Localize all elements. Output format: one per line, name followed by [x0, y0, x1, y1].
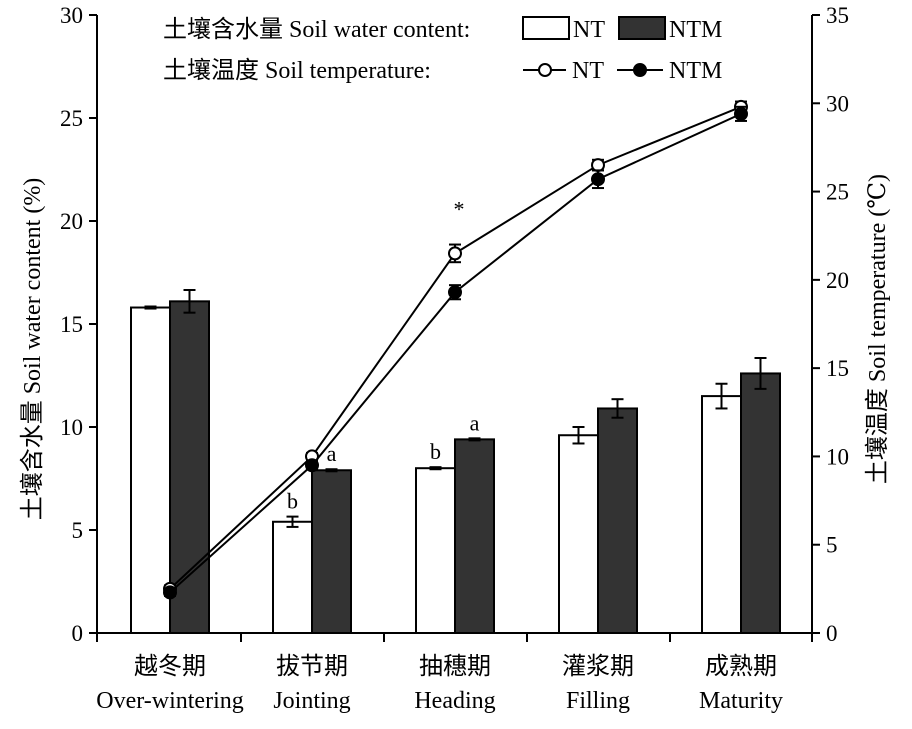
labels-layer: b b a a *	[287, 197, 480, 514]
bar-nt-2	[415, 467, 456, 635]
category-label-en-1: Jointing	[273, 688, 350, 714]
temp-point-nt-2	[448, 246, 462, 261]
category-label-zh-2: 抽穗期	[419, 653, 491, 680]
right-tick-label-0: 0	[826, 621, 838, 646]
legend-line-label-nt: NT	[572, 58, 604, 84]
significance-asterisk-0: *	[454, 197, 465, 222]
bar-nt-4	[701, 395, 742, 634]
legend-swatch-ntm	[618, 16, 666, 40]
significance-label-ntm-2: a	[470, 410, 480, 435]
category-label-en-2: Heading	[414, 688, 495, 714]
bar-ntm-3	[597, 407, 638, 634]
bar-nt-3	[558, 434, 599, 634]
legend-bar-label-nt: NT	[573, 17, 605, 43]
category-label-zh-0: 越冬期	[134, 653, 206, 680]
temp-point-ntm-3	[591, 172, 605, 187]
axes-layer: 0 5 10 15 20 25 30 0 5 10 15 20 25 30 35 越冬期 Over-winter…	[19, 3, 891, 714]
temp-point-ntm-0	[163, 585, 177, 600]
legend-bar-label-ntm: NTM	[669, 17, 722, 43]
right-tick-label-7: 35	[826, 3, 849, 28]
temp-point-ntm-1	[305, 458, 319, 473]
legend-marker-ntm	[633, 63, 647, 77]
right-tick-label-5: 25	[826, 180, 849, 205]
lines-layer	[163, 99, 748, 600]
legend-line-title: 土壤温度 Soil temperature:	[163, 57, 431, 84]
category-label-en-0: Over-wintering	[96, 688, 243, 714]
left-tick-label-1: 5	[72, 518, 84, 543]
temp-point-ntm-4	[734, 106, 748, 121]
right-tick-label-3: 15	[826, 356, 849, 381]
bar-nt-1	[272, 520, 313, 635]
left-axis-title: 土壤含水量 Soil water content (%)	[19, 178, 46, 521]
bar-nt-0	[130, 306, 171, 634]
bar-ntm-1	[311, 469, 352, 635]
left-tick-label-4: 20	[60, 209, 83, 234]
left-tick-label-0: 0	[72, 621, 84, 646]
bars-layer	[130, 289, 781, 635]
legend-marker-nt	[538, 63, 552, 77]
category-label-zh-3: 灌浆期	[562, 653, 634, 680]
category-label-zh-4: 成熟期	[705, 653, 777, 680]
bar-ntm-2	[454, 438, 495, 634]
left-tick-label-6: 30	[60, 3, 83, 28]
left-tick-label-3: 15	[60, 312, 83, 337]
right-axis-title: 土壤温度 Soil temperature (℃)	[864, 174, 891, 484]
significance-label-nt-1: b	[287, 489, 298, 514]
legend-line-label-ntm: NTM	[669, 58, 722, 84]
category-label-en-4: Maturity	[699, 688, 783, 714]
right-tick-label-4: 20	[826, 268, 849, 293]
bar-ntm-0	[169, 300, 210, 634]
right-tick-label-1: 5	[826, 533, 838, 558]
legend: 土壤含水量 Soil water content: NT NTM 土壤温度 Soil …	[163, 16, 722, 84]
right-tick-label-6: 30	[826, 91, 849, 116]
right-tick-label-2: 10	[826, 444, 849, 469]
category-label-zh-1: 拔节期	[276, 653, 348, 680]
left-tick-label-5: 25	[60, 106, 83, 131]
temp-point-ntm-2	[448, 285, 462, 300]
left-tick-label-2: 10	[60, 415, 83, 440]
temp-point-nt-3	[591, 158, 605, 173]
significance-label-nt-2: b	[430, 439, 441, 464]
legend-bar-title: 土壤含水量 Soil water content:	[163, 16, 470, 43]
category-label-en-3: Filling	[566, 688, 630, 714]
significance-label-ntm-1: a	[327, 441, 337, 466]
bar-ntm-4	[740, 372, 781, 634]
legend-swatch-nt	[522, 16, 570, 40]
